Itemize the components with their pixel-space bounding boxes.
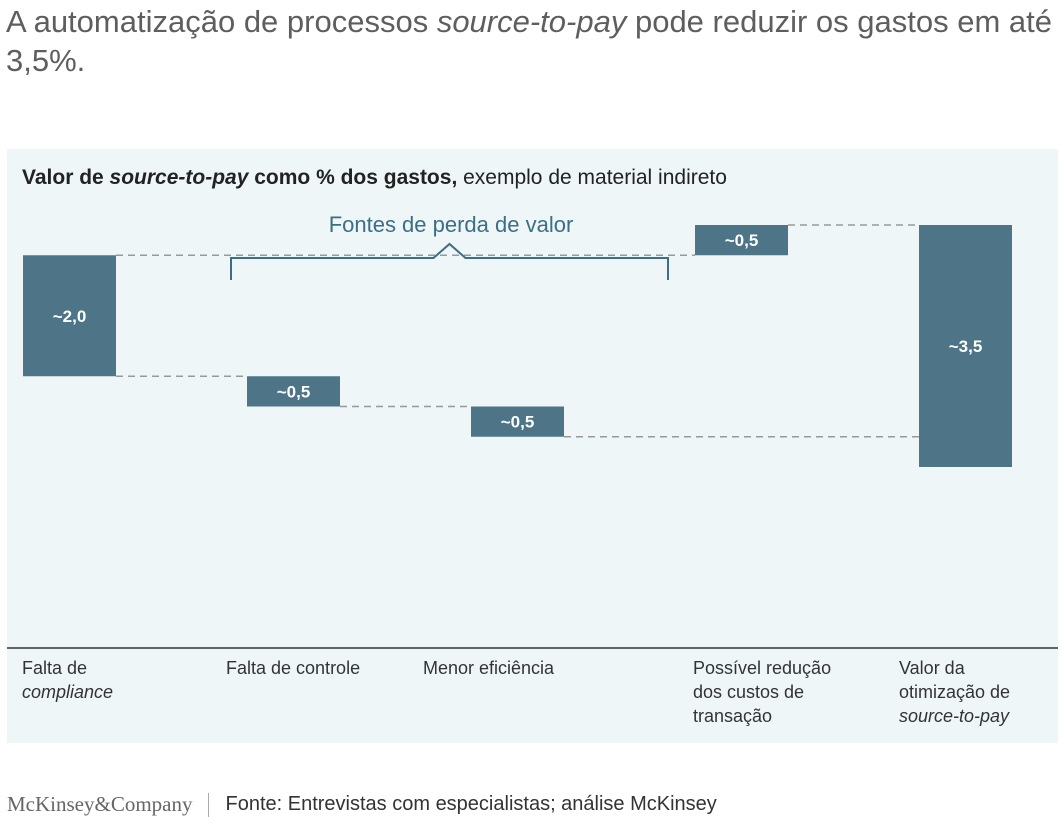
category-label-menor-eficiencia: Menor eficiência [423, 658, 555, 678]
bar-value-label-4: ~0,5 [725, 231, 759, 250]
category-label-reducao-custos: Possível redução dos custos de transação [693, 658, 832, 726]
category-label-falta-de-compliance: Falta de compliance [22, 658, 114, 702]
waterfall-bar-4 [695, 225, 788, 256]
bar-value-label-3: ~0,5 [501, 413, 535, 432]
waterfall-bar-3 [471, 406, 564, 437]
waterfall-bar-1 [23, 255, 116, 377]
category-label-valor-otimizacao: Valor da otimização de source-to-pay [899, 658, 1011, 726]
headline: A automatização de processos source-to-p… [6, 4, 1052, 78]
bar-value-label-5: ~3,5 [949, 337, 983, 356]
waterfall-bar-5 [919, 225, 1012, 467]
bar-value-label-2: ~0,5 [277, 382, 311, 401]
brace-bracket [230, 242, 669, 280]
bar-value-label-1: ~2,0 [53, 307, 87, 326]
footer-divider [208, 792, 210, 817]
source-note: Fonte: Entrevistas com especialistas; an… [225, 793, 717, 815]
chart-subtitle: Valor de source-to-pay como % dos gastos… [22, 166, 727, 189]
mckinsey-logo: McKinsey&Company [7, 792, 193, 816]
brace-label: Fontes de perda de valor [329, 212, 574, 237]
category-label-falta-de-controle: Falta de controle [226, 658, 361, 678]
chart-panel [7, 149, 1058, 743]
footer: McKinsey&Company Fonte: Entrevistas com e… [7, 792, 717, 820]
waterfall-bar-2 [247, 376, 340, 407]
